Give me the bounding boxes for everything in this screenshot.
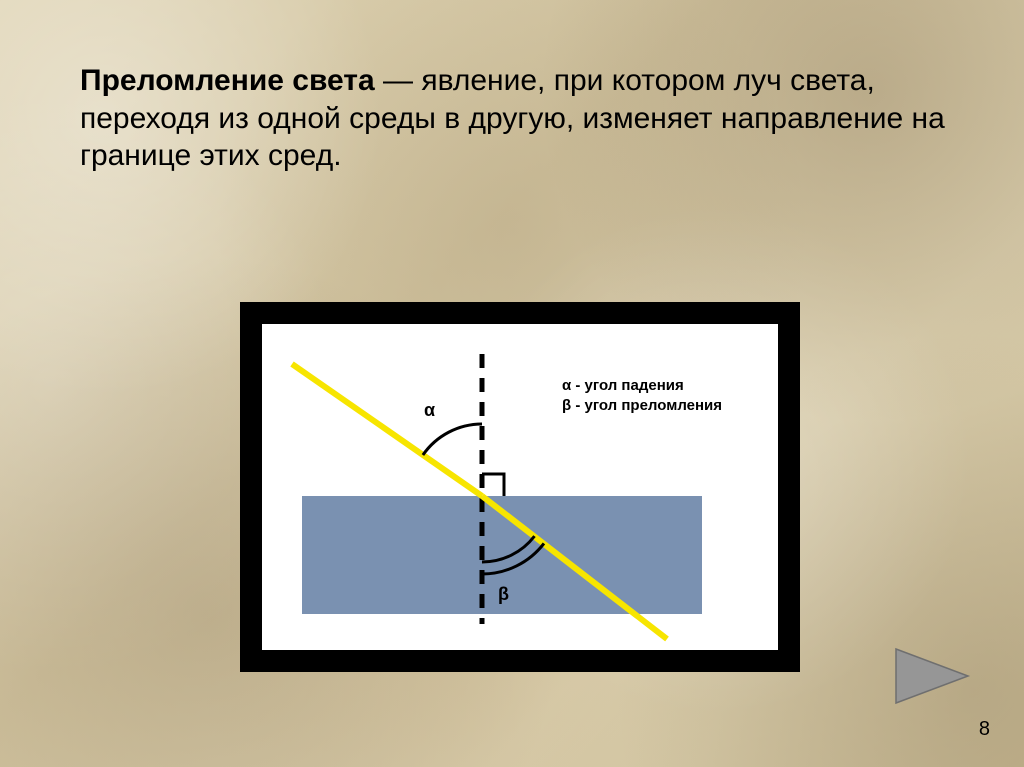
- legend-line-1: α - угол падения: [562, 377, 684, 394]
- definition-text: Преломление света — явление, при котором…: [80, 62, 950, 175]
- legend: α - угол падения β - угол преломления: [562, 377, 722, 414]
- beta-label: β: [498, 584, 509, 604]
- diagram-svg: α β α - угол падения β - угол преломлени…: [262, 324, 778, 650]
- refraction-diagram: α β α - угол падения β - угол преломлени…: [240, 302, 800, 672]
- page-number: 8: [979, 718, 990, 741]
- diagram-canvas: α β α - угол падения β - угол преломлени…: [262, 324, 778, 650]
- next-arrow-icon: [890, 643, 974, 709]
- right-angle-marker: [482, 474, 504, 496]
- next-slide-button[interactable]: [890, 643, 974, 709]
- legend-line-2: β - угол преломления: [562, 397, 722, 414]
- slide: Преломление света — явление, при котором…: [0, 0, 1024, 767]
- definition-paragraph: Преломление света — явление, при котором…: [80, 62, 950, 175]
- alpha-label: α: [424, 400, 435, 420]
- term-bold: Преломление света: [80, 64, 375, 97]
- alpha-arc: [423, 424, 482, 455]
